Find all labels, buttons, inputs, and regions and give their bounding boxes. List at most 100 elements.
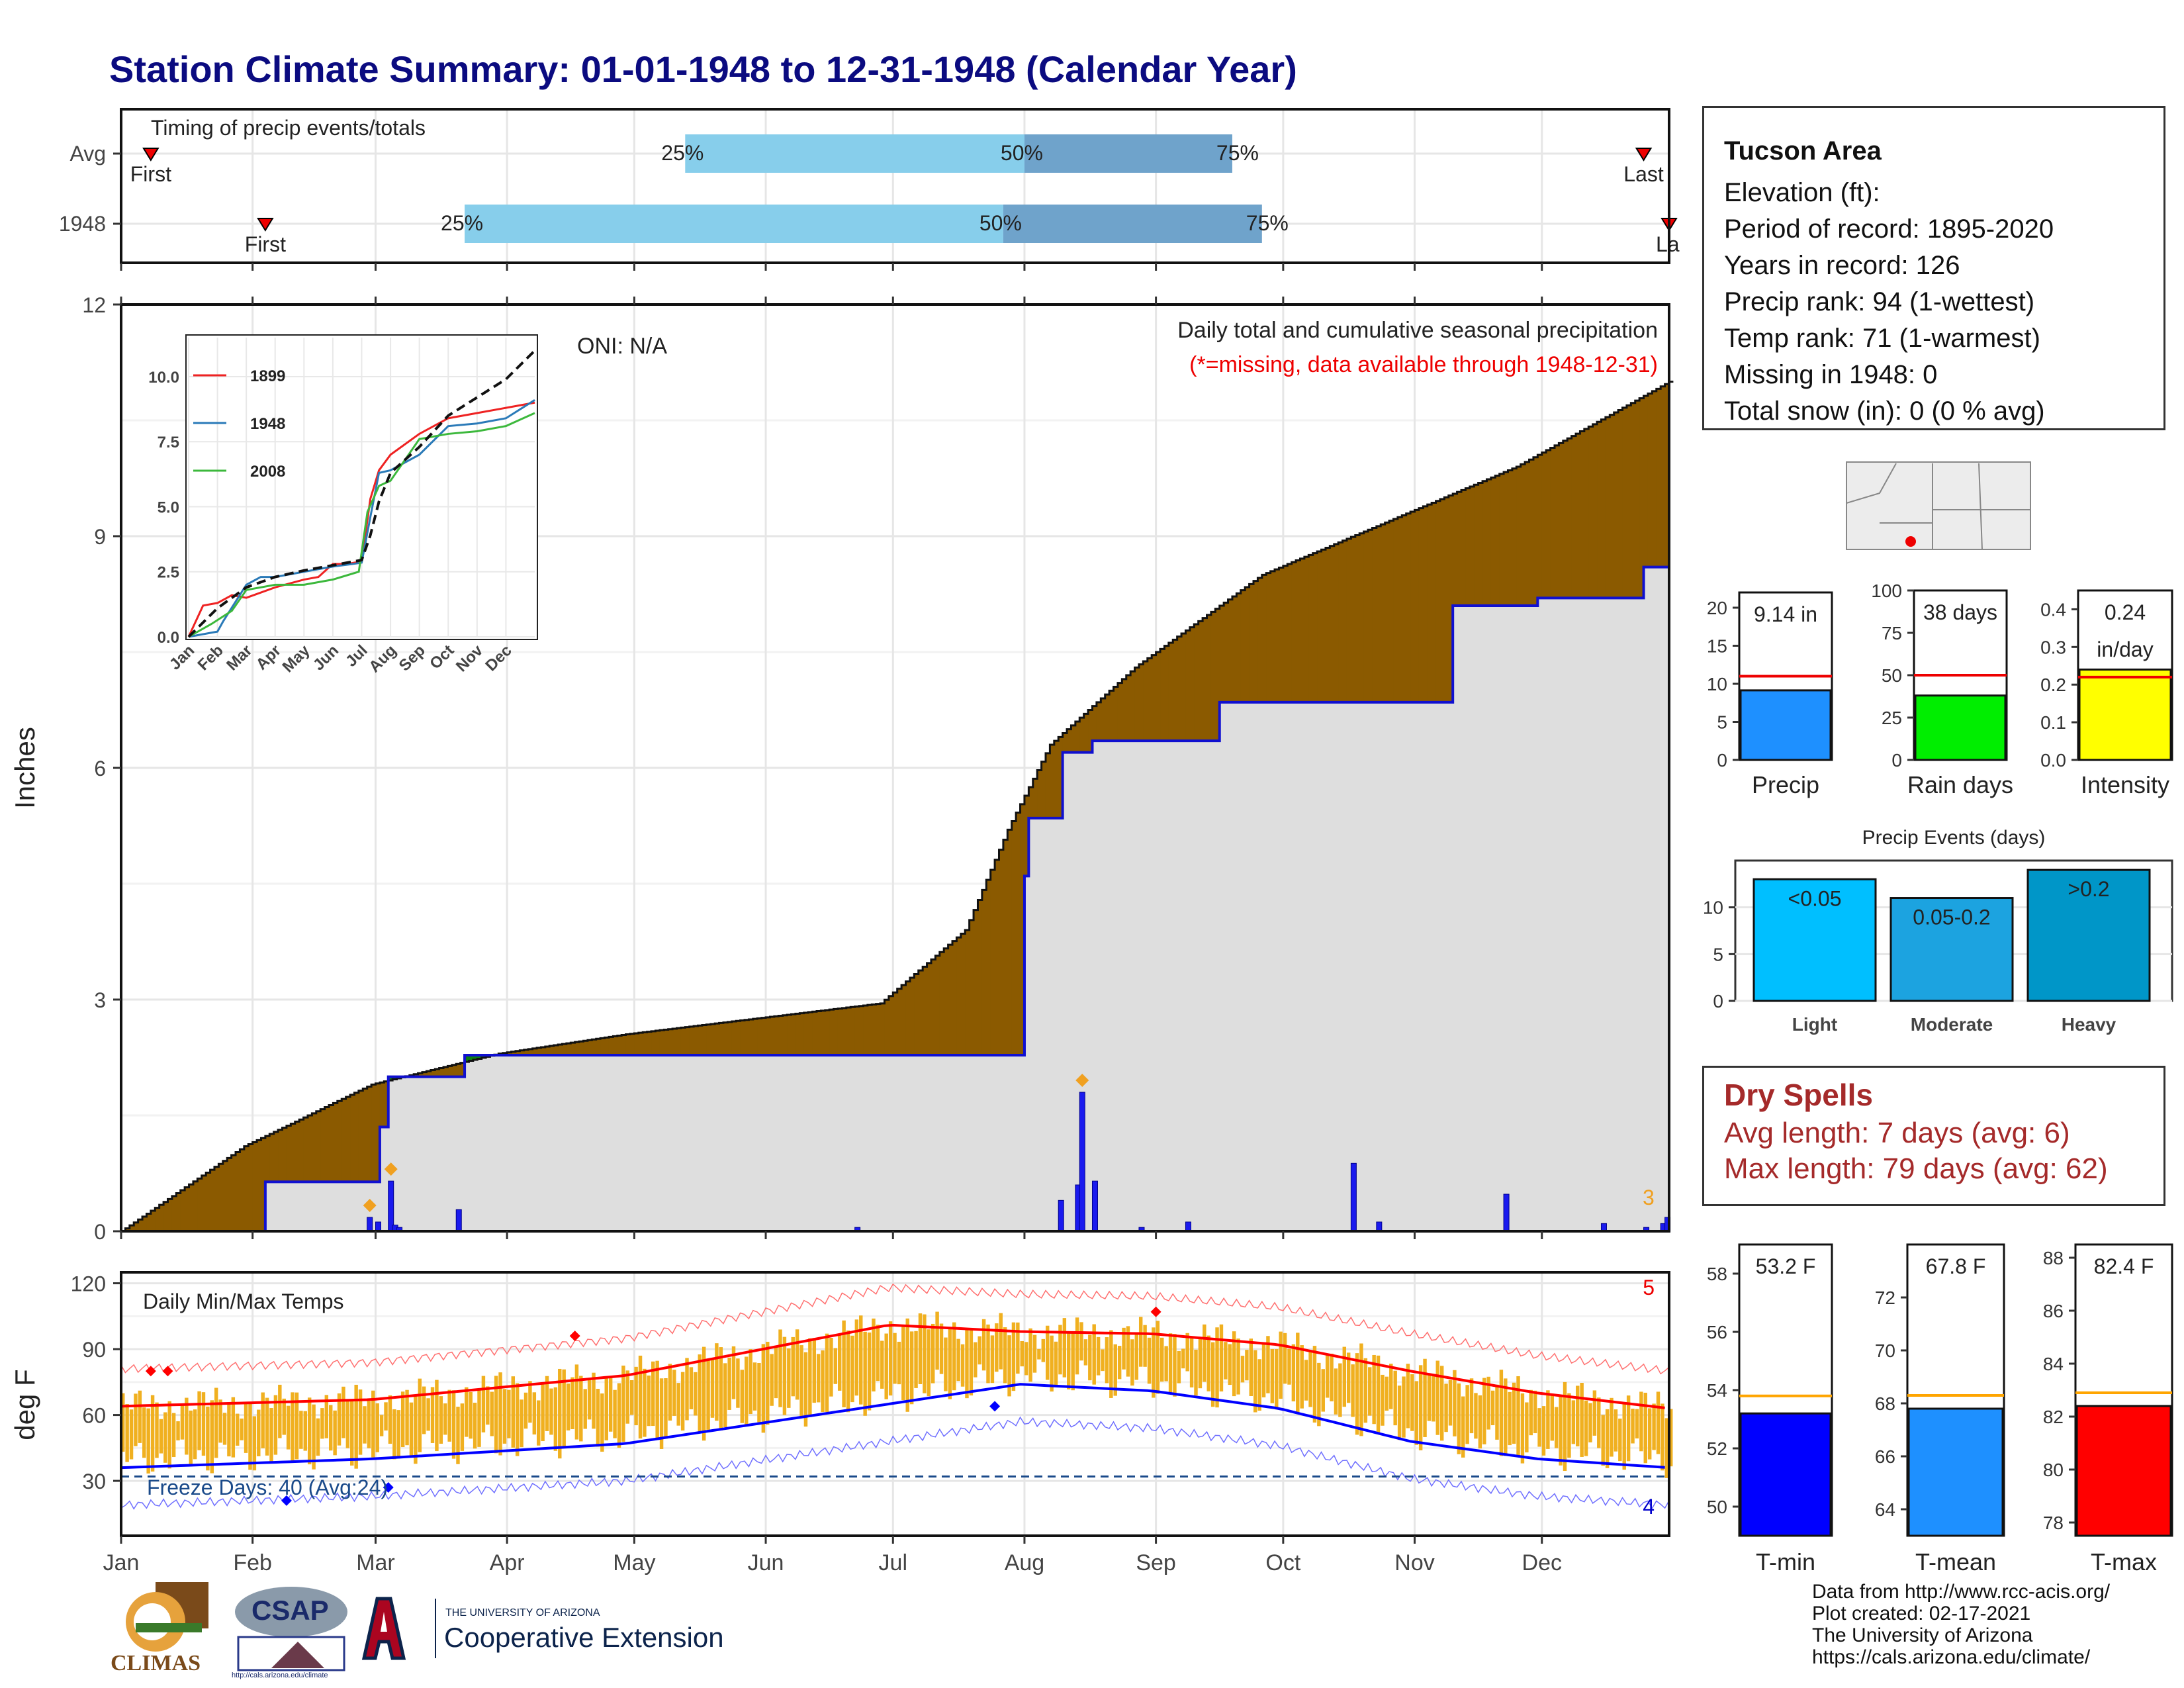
daily-temp-bar [842, 1320, 846, 1407]
intensity-tick-label: 0.3 [2040, 637, 2066, 657]
deficit-fill [842, 1008, 847, 1055]
deficit-fill [829, 1009, 835, 1055]
deficit-fill [1359, 533, 1365, 702]
daily-temp-bar [553, 1387, 558, 1451]
deficit-fill [206, 1172, 211, 1231]
deficit-fill [363, 1088, 368, 1182]
deficit-fill [150, 1211, 156, 1231]
daily-temp-bar [952, 1322, 956, 1391]
daily-temp-bar [307, 1397, 312, 1465]
deficit-fill [990, 870, 995, 1055]
daily-temp-bar [901, 1326, 905, 1401]
deficit-fill [1444, 497, 1449, 702]
daily-temp-bar [388, 1395, 392, 1444]
daily-precip-bar [388, 1180, 394, 1232]
deficit-fill [731, 1021, 737, 1055]
deficit-fill [1427, 504, 1432, 702]
deficit-fill [1028, 787, 1034, 818]
daily-temp-bar [1504, 1378, 1508, 1456]
deficit-fill [969, 919, 974, 1055]
deficit-fill [774, 1016, 779, 1055]
daily-temp-bar [1270, 1348, 1275, 1403]
daily-temp-bar [1435, 1360, 1439, 1435]
precip-tick-label: 10 [1707, 674, 1727, 694]
daily-temp-bar [647, 1375, 651, 1427]
daily-temp-bar [358, 1389, 363, 1455]
deficit-fill [1321, 549, 1326, 702]
deficit-fill [782, 1015, 788, 1055]
deficit-fill [1346, 538, 1351, 702]
deficit-fill [960, 933, 966, 1055]
daily-temp-bar [1105, 1337, 1109, 1383]
temp-ytick-label: 60 [82, 1404, 106, 1428]
daily-temp-bar [1071, 1333, 1075, 1391]
deficit-fill [443, 1066, 449, 1077]
deficit-fill [1189, 627, 1195, 741]
tmin-tick-label: 56 [1707, 1322, 1727, 1342]
daily-temp-bar [1546, 1390, 1550, 1449]
daily-temp-bar [1117, 1346, 1122, 1380]
pct-label-25: 25% [441, 211, 483, 235]
deficit-fill [1614, 412, 1619, 598]
daily-temp-bar [1614, 1409, 1618, 1452]
daily-temp-bar [1003, 1327, 1007, 1383]
deficit-fill [604, 1037, 610, 1055]
quartile-bar-light [685, 134, 1024, 173]
daily-temp-bar [1164, 1346, 1168, 1382]
daily-temp-bar [608, 1376, 613, 1432]
deficit-fill [520, 1050, 525, 1055]
deficit-fill [1610, 414, 1615, 598]
deficit-fill [1499, 473, 1504, 606]
deficit-fill [1024, 796, 1029, 876]
last-marker [1635, 148, 1653, 162]
deficit-fill [978, 900, 983, 1055]
daily-temp-bar [1622, 1403, 1626, 1470]
daily-temp-bar [1372, 1354, 1376, 1425]
daily-temp-bar [978, 1336, 981, 1365]
surplus-fill [473, 1055, 478, 1060]
deficit-fill [1592, 424, 1598, 598]
deficit-fill [787, 1014, 792, 1055]
deficit-fill [876, 1004, 881, 1055]
daily-temp-bar [986, 1324, 990, 1383]
daily-temp-bar [167, 1401, 171, 1469]
deficit-fill [1003, 839, 1008, 1055]
events-tick-label: 0 [1713, 991, 1723, 1011]
average-cumulative-line [121, 381, 1674, 1233]
daily-temp-bar [384, 1402, 388, 1431]
deficit-fill [189, 1184, 194, 1231]
footer-line: Plot created: 02-17-2021 [1812, 1603, 2031, 1624]
daily-temp-bar [893, 1333, 897, 1384]
deficit-fill [808, 1012, 813, 1055]
deficit-fill [1067, 729, 1072, 753]
deficit-fill [897, 988, 902, 1055]
deficit-fill [770, 1017, 775, 1055]
deficit-fill [515, 1051, 520, 1055]
station-info-panel: Tucson Area Elevation (ft): Period of re… [1702, 106, 2165, 430]
deficit-fill [694, 1026, 699, 1055]
event-bar [1752, 878, 1877, 1002]
daily-temp-bar [715, 1343, 719, 1421]
timing-row-label: Avg [69, 142, 106, 165]
tmin-tick-label: 52 [1707, 1438, 1727, 1459]
dry-spells-title: Dry Spells [1724, 1078, 1873, 1112]
deficit-fill [1062, 733, 1068, 753]
precip-ylabel: Inches [9, 727, 40, 809]
daily-temp-bar [345, 1400, 350, 1448]
deficit-fill [240, 1149, 245, 1231]
daily-temp-bar [1203, 1324, 1206, 1382]
daily-temp-bar [451, 1390, 456, 1459]
deficit-fill [210, 1170, 215, 1231]
daily-temp-bar [1397, 1385, 1402, 1440]
deficit-fill [706, 1024, 711, 1055]
daily-temp-bar [1580, 1382, 1584, 1457]
daily-temp-bar [1550, 1395, 1555, 1441]
deficit-fill [1541, 452, 1547, 598]
deficit-fill [1584, 428, 1589, 598]
daily-temp-bar [1381, 1374, 1385, 1426]
daily-temp-bar [1465, 1385, 1469, 1444]
daily-temp-bar [1368, 1367, 1372, 1416]
event-category-label: Heavy [2062, 1014, 2116, 1035]
month-label: Jan [103, 1550, 140, 1575]
daily-temp-bar [252, 1416, 257, 1471]
